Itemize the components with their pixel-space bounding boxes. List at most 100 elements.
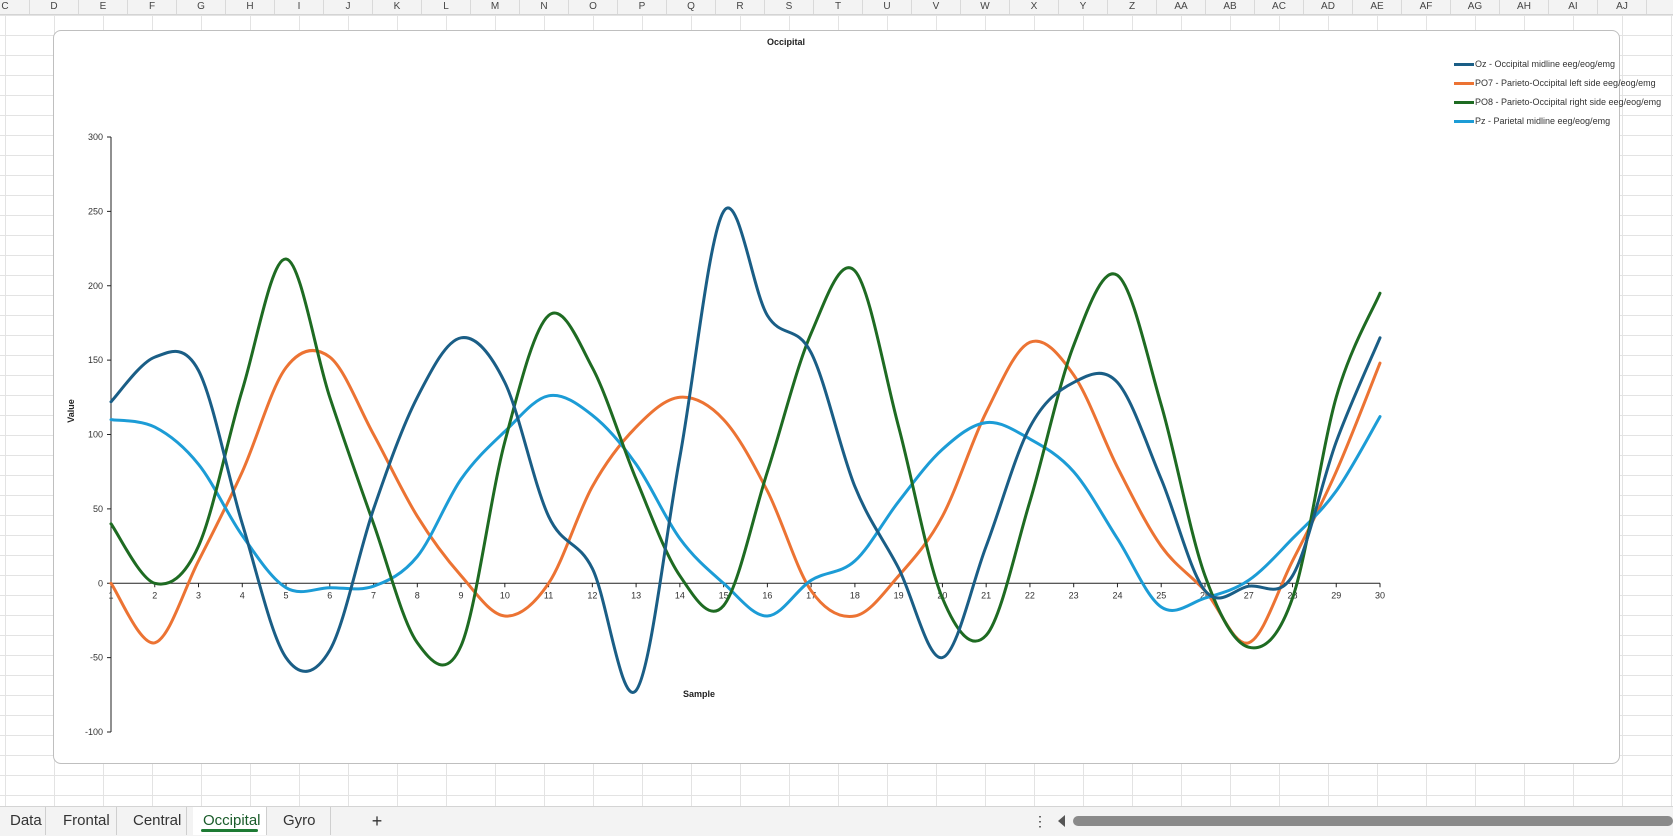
column-header-c[interactable]: C [0, 0, 30, 14]
column-header-d[interactable]: D [30, 0, 79, 14]
x-tick-label: 15 [719, 590, 729, 600]
legend-swatch [1454, 101, 1474, 105]
column-header-aj[interactable]: AJ [1598, 0, 1647, 14]
sheet-tab-label: Gyro [283, 812, 316, 829]
sheet-tab-gyro[interactable]: Gyro [273, 807, 331, 835]
y-tick-label: 100 [88, 430, 103, 440]
active-tab-underline [201, 829, 258, 832]
x-axis-label: Sample [683, 689, 715, 699]
x-tick-label: 22 [1025, 590, 1035, 600]
legend-label: Oz - Occipital midline eeg/eog/emg [1475, 59, 1616, 69]
y-axis-label: Value [66, 399, 76, 423]
legend-label: Pz - Parietal midline eeg/eog/emg [1475, 116, 1611, 126]
column-header-r[interactable]: R [716, 0, 765, 14]
column-header-af[interactable]: AF [1402, 0, 1451, 14]
y-tick-label: -100 [85, 727, 103, 737]
x-tick-label: 27 [1244, 590, 1254, 600]
x-tick-label: 2 [152, 590, 157, 600]
column-header-ah[interactable]: AH [1500, 0, 1549, 14]
column-header-n[interactable]: N [520, 0, 569, 14]
vertical-ellipsis-icon[interactable]: ⋮ [1033, 813, 1047, 829]
series-line-3 [109, 257, 1382, 667]
x-tick-label: 13 [631, 590, 641, 600]
column-header-f[interactable]: F [128, 0, 177, 14]
legend-swatch [1454, 82, 1474, 86]
sheet-tab-frontal[interactable]: Frontal [53, 807, 117, 835]
series-line-1 [109, 206, 1382, 694]
sheet-tab-label: Data [10, 812, 42, 829]
horizontal-scrollbar-thumb[interactable] [1073, 816, 1673, 826]
series-lines [109, 206, 1382, 694]
x-tick-label: 21 [981, 590, 991, 600]
column-header-x[interactable]: X [1010, 0, 1059, 14]
x-tick-label: 8 [415, 590, 420, 600]
x-tick-label: 10 [500, 590, 510, 600]
column-header-ad[interactable]: AD [1304, 0, 1353, 14]
column-header-ac[interactable]: AC [1255, 0, 1304, 14]
series-line-2 [109, 339, 1382, 645]
column-header-p[interactable]: P [618, 0, 667, 14]
y-tick-label: 250 [88, 206, 103, 216]
sheet-tab-bar: Data Frontal Central Occipital Gyro + ⋮ [0, 806, 1673, 836]
series-line-4 [109, 393, 1382, 618]
column-header-g[interactable]: G [177, 0, 226, 14]
sheet-tab-label: Frontal [63, 812, 110, 829]
column-header-ag[interactable]: AG [1451, 0, 1500, 14]
y-tick-label: -50 [90, 653, 103, 663]
legend-label: PO7 - Parieto-Occipital left side eeg/eo… [1475, 78, 1656, 88]
column-header-ab[interactable]: AB [1206, 0, 1255, 14]
x-tick-label: 14 [675, 590, 685, 600]
column-header-ai[interactable]: AI [1549, 0, 1598, 14]
column-header-u[interactable]: U [863, 0, 912, 14]
column-header-t[interactable]: T [814, 0, 863, 14]
legend-item[interactable]: Pz - Parietal midline eeg/eog/emg [1454, 115, 1614, 134]
column-header-l[interactable]: L [422, 0, 471, 14]
column-header-i[interactable]: I [275, 0, 324, 14]
column-header-ae[interactable]: AE [1353, 0, 1402, 14]
sheet-tab-central[interactable]: Central [123, 807, 187, 835]
column-header-aa[interactable]: AA [1157, 0, 1206, 14]
column-header-h[interactable]: H [226, 0, 275, 14]
plus-icon[interactable]: + [371, 811, 383, 831]
y-tick-label: 200 [88, 281, 103, 291]
scroll-left-icon[interactable] [1058, 815, 1065, 827]
x-tick-label: 24 [1112, 590, 1122, 600]
x-tick-label: 9 [459, 590, 464, 600]
column-header-z[interactable]: Z [1108, 0, 1157, 14]
legend-swatch [1454, 63, 1474, 67]
column-header-e[interactable]: E [79, 0, 128, 14]
x-tick-label: 23 [1069, 590, 1079, 600]
x-tick-label: 3 [196, 590, 201, 600]
column-header-q[interactable]: Q [667, 0, 716, 14]
sheet-tab-data[interactable]: Data [0, 807, 46, 835]
chart-plot: Occipital Sample Value -100 -50 0 50 100 150 2… [66, 37, 1385, 737]
legend-label: PO8 - Parieto-Occipital right side eeg/e… [1475, 97, 1662, 107]
column-header-y[interactable]: Y [1059, 0, 1108, 14]
chart-container[interactable]: Occipital Sample Value -100 -50 0 50 100 150 2… [53, 30, 1661, 764]
column-header-m[interactable]: M [471, 0, 520, 14]
column-header-w[interactable]: W [961, 0, 1010, 14]
column-header-v[interactable]: V [912, 0, 961, 14]
x-tick-label: 29 [1331, 590, 1341, 600]
x-tick-label: 11 [544, 590, 553, 600]
column-header-o[interactable]: O [569, 0, 618, 14]
sheet-tab-label: Occipital [203, 812, 261, 829]
x-tick-label: 6 [327, 590, 332, 600]
column-header-row: C D E F G H I J K L M N O P Q R S T U V W X Y Z AA AB AC AD AE AF AG AH… [0, 0, 1673, 15]
legend-item[interactable]: Oz - Occipital midline eeg/eog/emg [1454, 58, 1616, 77]
x-tick-label: 25 [1156, 590, 1166, 600]
x-tick-label: 19 [894, 590, 904, 600]
y-tick-label: 150 [88, 355, 103, 365]
column-header-s[interactable]: S [765, 0, 814, 14]
y-tick-label: 300 [88, 132, 103, 142]
x-tick-label: 18 [850, 590, 860, 600]
legend-item[interactable]: PO7 - Parieto-Occipital left side eeg/eo… [1454, 77, 1656, 96]
y-tick-label: 50 [93, 504, 103, 514]
sheet-tab-label: Central [133, 812, 182, 829]
x-tick-label: 1 [108, 590, 113, 600]
chart-legend[interactable]: Oz - Occipital midline eeg/eog/emg PO7 - … [1454, 58, 1661, 134]
column-header-j[interactable]: J [324, 0, 373, 14]
column-header-k[interactable]: K [373, 0, 422, 14]
legend-item[interactable]: PO8 - Parieto-Occipital right side eeg/e… [1454, 96, 1661, 115]
sheet-tab-occipital[interactable]: Occipital [193, 807, 267, 835]
